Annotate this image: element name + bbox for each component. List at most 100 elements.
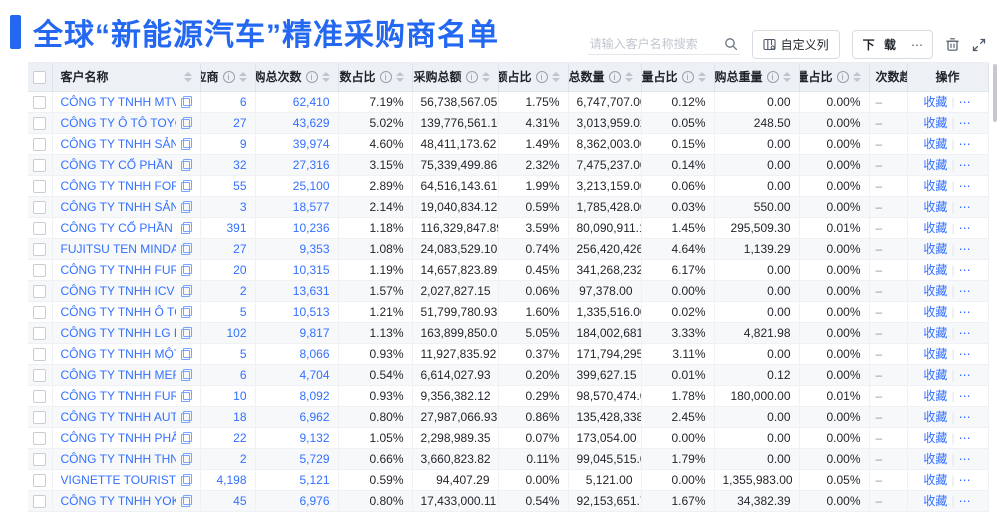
copy-icon[interactable] [180, 452, 192, 465]
company-name-link[interactable]: CÔNG TY TNHH MTV SẢN XUẤ... [60, 94, 176, 109]
row-checkbox[interactable] [33, 326, 47, 340]
copy-icon[interactable] [180, 389, 192, 402]
row-checkbox[interactable] [33, 473, 47, 487]
copy-icon[interactable] [180, 431, 192, 444]
sort-icon[interactable] [321, 71, 330, 82]
row-more-button[interactable]: ⋯ [958, 137, 972, 151]
row-checkbox[interactable] [33, 368, 47, 382]
company-name-link[interactable]: CÔNG TY TNHH FURUKAWA A... [60, 388, 176, 403]
search-icon[interactable] [724, 37, 738, 51]
row-checkbox[interactable] [33, 179, 47, 193]
copy-icon[interactable] [180, 326, 192, 339]
row-more-button[interactable]: ⋯ [958, 452, 972, 466]
company-name-link[interactable]: CÔNG TY TNHH Ô TÔ MITSUBI... [60, 304, 176, 319]
favorite-link[interactable]: 收藏 [923, 347, 948, 361]
row-more-button[interactable]: ⋯ [958, 347, 972, 361]
company-name-link[interactable]: CÔNG TY CỔ PHẦN SẢN XUẤT... [60, 157, 176, 172]
favorite-link[interactable]: 收藏 [923, 158, 948, 172]
row-checkbox[interactable] [33, 305, 47, 319]
info-icon[interactable] [465, 70, 478, 83]
favorite-link[interactable]: 收藏 [923, 284, 948, 298]
row-checkbox[interactable] [33, 242, 47, 256]
row-more-button[interactable]: ⋯ [958, 305, 972, 319]
info-icon[interactable] [379, 70, 392, 83]
favorite-link[interactable]: 收藏 [923, 494, 948, 508]
sort-icon[interactable] [183, 71, 192, 82]
favorite-link[interactable]: 收藏 [923, 221, 948, 235]
company-name-link[interactable]: VIGNETTE TOURISTIQUE G UNI... [60, 472, 176, 487]
sort-icon[interactable] [481, 71, 490, 82]
row-more-button[interactable]: ⋯ [958, 389, 972, 403]
row-more-button[interactable]: ⋯ [958, 473, 972, 487]
company-name-link[interactable]: CÔNG TY TNHH LG ELECTRON... [60, 325, 176, 340]
row-more-button[interactable]: ⋯ [958, 494, 972, 508]
company-name-link[interactable]: CÔNG TY TNHH MỘT THÀNH V... [60, 346, 176, 361]
copy-icon[interactable] [180, 179, 192, 192]
favorite-link[interactable]: 收藏 [923, 179, 948, 193]
row-more-button[interactable]: ⋯ [958, 431, 972, 445]
favorite-link[interactable]: 收藏 [923, 389, 948, 403]
fullscreen-icon[interactable] [972, 38, 986, 52]
sort-icon[interactable] [624, 71, 633, 82]
copy-icon[interactable] [180, 116, 192, 129]
company-name-link[interactable]: CÔNG TY TNHH AUTEL VIỆT N... [60, 409, 176, 424]
select-all-checkbox[interactable] [33, 70, 47, 84]
row-checkbox[interactable] [33, 431, 47, 445]
copy-icon[interactable] [180, 305, 192, 318]
row-more-button[interactable]: ⋯ [958, 326, 972, 340]
sort-icon[interactable] [238, 71, 247, 82]
row-checkbox[interactable] [33, 116, 47, 130]
info-icon[interactable] [836, 70, 849, 83]
copy-icon[interactable] [180, 221, 192, 234]
copy-icon[interactable] [180, 263, 192, 276]
row-more-button[interactable]: ⋯ [958, 158, 972, 172]
copy-icon[interactable] [180, 200, 192, 213]
row-checkbox[interactable] [33, 200, 47, 214]
company-name-link[interactable]: CÔNG TY Ô TÔ TOYOTA VIỆT ... [60, 115, 176, 130]
row-checkbox[interactable] [33, 452, 47, 466]
favorite-link[interactable]: 收藏 [923, 200, 948, 214]
vertical-scrollbar[interactable] [993, 64, 997, 122]
row-more-button[interactable]: ⋯ [958, 200, 972, 214]
favorite-link[interactable]: 收藏 [923, 242, 948, 256]
info-icon[interactable] [766, 70, 779, 83]
info-icon[interactable] [222, 70, 235, 83]
info-icon[interactable] [305, 70, 318, 83]
favorite-link[interactable]: 收藏 [923, 116, 948, 130]
customize-columns-button[interactable]: 自定义列 [751, 30, 840, 59]
company-name-link[interactable]: CÔNG TY TNHH FORD VIỆT NAM [60, 178, 176, 193]
favorite-link[interactable]: 收藏 [923, 410, 948, 424]
favorite-link[interactable]: 收藏 [923, 473, 948, 487]
copy-icon[interactable] [180, 410, 192, 423]
sort-icon[interactable] [782, 71, 791, 82]
row-more-button[interactable]: ⋯ [958, 116, 972, 130]
copy-icon[interactable] [180, 284, 192, 297]
favorite-link[interactable]: 收藏 [923, 368, 948, 382]
row-more-button[interactable]: ⋯ [958, 263, 972, 277]
row-more-button[interactable]: ⋯ [958, 179, 972, 193]
row-more-button[interactable]: ⋯ [958, 410, 972, 424]
copy-icon[interactable] [180, 368, 192, 381]
copy-icon[interactable] [180, 158, 192, 171]
company-name-link[interactable]: CÔNG TY TNHH SẢN XUẤT VÀ ... [60, 136, 176, 151]
row-more-button[interactable]: ⋯ [958, 242, 972, 256]
search-box[interactable] [587, 34, 740, 55]
row-more-button[interactable]: ⋯ [958, 221, 972, 235]
row-checkbox[interactable] [33, 494, 47, 508]
delete-icon[interactable] [945, 37, 960, 52]
favorite-link[interactable]: 收藏 [923, 137, 948, 151]
company-name-link[interactable]: CÔNG TY TNHH PHÂN PHỐI T... [60, 430, 176, 445]
company-name-link[interactable]: CÔNG TY CỔ PHẦN SẢN XUẤT... [60, 220, 176, 235]
company-name-link[interactable]: CÔNG TY TNHH THN AUTOPAR... [60, 451, 176, 466]
company-name-link[interactable]: CÔNG TY TNHH MERCEDES–B... [60, 367, 176, 382]
info-icon[interactable] [535, 70, 548, 83]
favorite-link[interactable]: 收藏 [923, 326, 948, 340]
company-name-link[interactable]: CÔNG TY TNHH ICV [60, 283, 175, 298]
favorite-link[interactable]: 收藏 [923, 452, 948, 466]
copy-icon[interactable] [180, 347, 192, 360]
company-name-link[interactable]: CÔNG TY TNHH FURUKAWA A... [60, 262, 176, 277]
row-more-button[interactable]: ⋯ [958, 368, 972, 382]
copy-icon[interactable] [180, 95, 192, 108]
info-icon[interactable] [681, 70, 694, 83]
row-checkbox[interactable] [33, 137, 47, 151]
